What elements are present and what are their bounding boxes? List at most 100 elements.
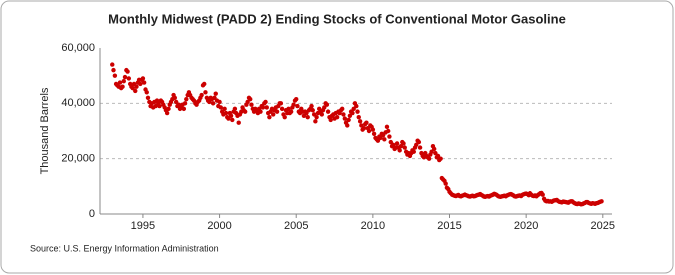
point — [301, 113, 307, 118]
y-axis-label: Thousand Barrels — [39, 87, 51, 174]
point — [282, 114, 287, 120]
point — [112, 73, 118, 78]
point — [354, 103, 359, 109]
point — [351, 106, 356, 112]
point — [236, 120, 241, 125]
x-tick-label: 2025 — [591, 220, 615, 232]
point — [286, 106, 291, 112]
point — [138, 81, 143, 87]
point — [248, 96, 253, 102]
point — [176, 102, 181, 107]
point — [223, 110, 229, 116]
point — [207, 99, 212, 105]
point — [260, 105, 266, 110]
x-tick-label: 2015 — [437, 220, 461, 232]
point — [230, 117, 235, 123]
point — [121, 79, 126, 84]
point — [341, 112, 346, 117]
point — [184, 96, 189, 102]
x-tick-label: 2020 — [514, 220, 538, 232]
point — [355, 109, 360, 114]
point — [126, 76, 132, 81]
point — [145, 95, 151, 101]
point — [397, 148, 402, 153]
point — [133, 88, 138, 94]
point — [213, 91, 218, 96]
point — [382, 137, 387, 142]
point — [314, 114, 319, 120]
point — [134, 84, 139, 89]
point — [356, 114, 361, 120]
point — [398, 144, 404, 149]
point — [228, 113, 234, 118]
point — [182, 101, 188, 106]
point — [431, 146, 437, 152]
x-tick-label: 1995 — [131, 220, 155, 232]
point — [295, 103, 300, 109]
point — [359, 123, 364, 128]
point — [294, 96, 299, 102]
point — [242, 109, 248, 114]
point — [426, 156, 432, 161]
point — [325, 109, 331, 114]
point — [278, 101, 284, 106]
point — [305, 114, 310, 120]
point — [417, 145, 423, 150]
point — [202, 81, 207, 87]
point — [375, 138, 381, 143]
x-tick-label: 2000 — [207, 220, 231, 232]
point — [387, 134, 392, 139]
point — [267, 114, 272, 120]
point — [199, 92, 204, 98]
point — [226, 116, 231, 121]
point — [291, 102, 296, 107]
point — [378, 135, 383, 141]
x-tick-label: 2005 — [284, 220, 308, 232]
point — [144, 90, 149, 95]
point — [249, 102, 254, 107]
point — [319, 112, 325, 117]
point — [217, 99, 222, 105]
y-tick-label: 40,000 — [61, 97, 95, 109]
point — [443, 181, 448, 186]
source: Source: U.S. Energy Information Administ… — [30, 243, 219, 253]
point — [357, 119, 363, 124]
point — [334, 114, 340, 120]
point — [322, 105, 327, 110]
point — [232, 106, 238, 112]
point — [324, 102, 330, 107]
point — [384, 124, 390, 130]
point — [111, 67, 116, 73]
point — [164, 110, 170, 116]
point — [309, 103, 314, 109]
point — [274, 109, 280, 114]
point — [120, 84, 125, 89]
y-tick-label: 60,000 — [61, 42, 95, 54]
chart-title: Monthly Midwest (PADD 2) Ending Stocks o… — [108, 11, 566, 26]
point — [263, 99, 268, 105]
y-tick-label: 20,000 — [61, 153, 95, 165]
point — [433, 150, 438, 156]
point — [140, 76, 146, 81]
point — [435, 153, 441, 159]
point — [172, 95, 178, 101]
point — [130, 85, 135, 91]
point — [414, 142, 419, 148]
point — [279, 106, 285, 112]
point — [264, 105, 269, 110]
point — [391, 142, 396, 148]
point — [157, 103, 162, 109]
point — [340, 106, 345, 112]
point — [125, 69, 130, 74]
point — [416, 139, 422, 145]
point — [371, 131, 377, 136]
point — [203, 90, 208, 95]
point — [110, 62, 115, 67]
point — [153, 103, 158, 109]
point — [328, 117, 333, 123]
point — [370, 127, 376, 132]
point — [366, 128, 372, 134]
point — [222, 106, 227, 112]
point — [385, 128, 391, 134]
